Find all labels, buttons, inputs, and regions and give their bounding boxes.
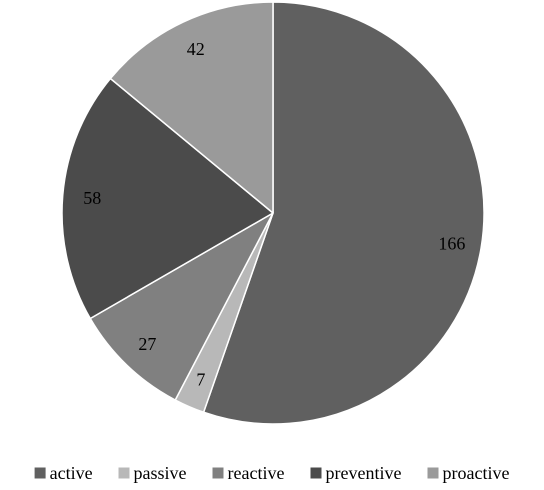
legend-label-reactive: reactive [228, 463, 285, 483]
legend-swatch-active [34, 467, 46, 479]
legend-swatch-proactive [427, 467, 439, 479]
legend-swatch-passive [118, 467, 130, 479]
pie-slice-reactive [89, 212, 274, 401]
legend-label-passive: passive [134, 463, 187, 483]
legend-item-reactive: reactive [212, 463, 285, 483]
data-labels-layer: 166 7 27 58 42 [83, 39, 465, 390]
data-label-active: 166 [438, 233, 465, 253]
data-label-proactive: 42 [187, 39, 205, 59]
legend-item-active: active [34, 463, 93, 483]
legend-label-proactive: proactive [443, 463, 510, 483]
legend-swatch-preventive [310, 467, 322, 479]
data-label-preventive: 58 [83, 188, 101, 208]
data-label-reactive: 27 [138, 334, 156, 354]
legend-label-preventive: preventive [326, 463, 402, 483]
legend-label-active: active [50, 463, 93, 483]
legend-item-preventive: preventive [310, 463, 402, 483]
pie-slice-proactive [109, 1, 274, 214]
legend-swatch-reactive [212, 467, 224, 479]
legend: active passive reactive preventive proactive [34, 463, 510, 483]
slices-layer [61, 1, 485, 425]
data-label-passive: 7 [196, 370, 205, 390]
pie-slice-preventive [61, 77, 274, 320]
legend-item-proactive: proactive [427, 463, 510, 483]
legend-item-passive: passive [118, 463, 187, 483]
